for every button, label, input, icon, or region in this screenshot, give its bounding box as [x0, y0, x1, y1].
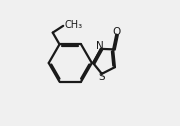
Text: CH₃: CH₃ — [64, 20, 82, 30]
Text: N: N — [96, 41, 104, 51]
Text: S: S — [99, 72, 105, 82]
Text: O: O — [113, 27, 121, 37]
